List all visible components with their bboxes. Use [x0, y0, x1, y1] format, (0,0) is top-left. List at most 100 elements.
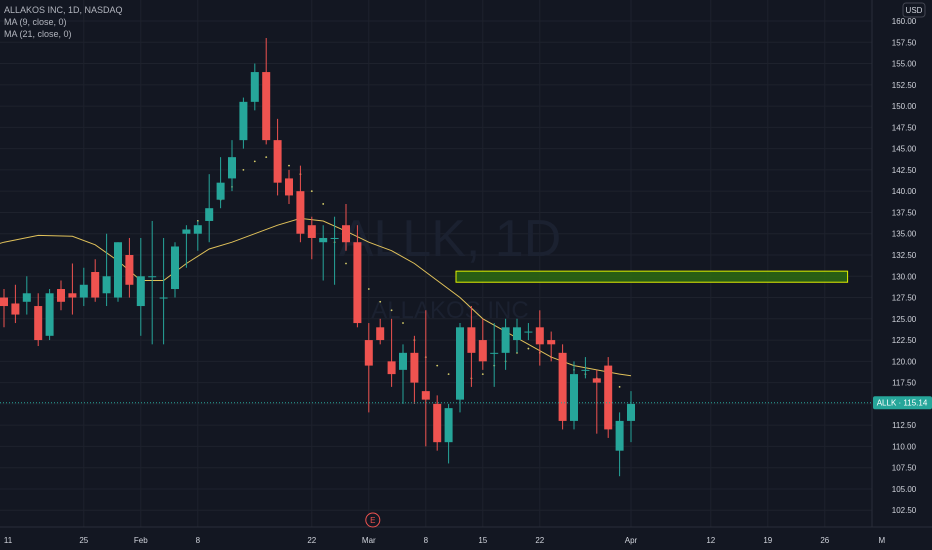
candle-body [171, 246, 179, 290]
time-tick-label: 8 [424, 536, 429, 545]
candle-body [114, 242, 122, 298]
time-tick-label: 12 [706, 536, 715, 545]
resistance-zone [455, 270, 849, 283]
price-tick-label: 127.50 [892, 294, 917, 303]
candle-body [410, 352, 419, 383]
candle-down [558, 344, 567, 430]
candle-down [467, 306, 476, 387]
candle-up [159, 237, 168, 345]
candle-down [592, 369, 601, 434]
candle-down [547, 331, 556, 362]
earnings-label: E [370, 516, 375, 525]
candle-body [513, 327, 521, 341]
candle-up [250, 63, 259, 111]
currency-button[interactable]: USD [902, 2, 926, 18]
time-axis[interactable]: 11 25 Feb 8 22 Mar 8 15 22 Apr 12 19 26 M [0, 526, 932, 545]
price-axis-labels: 102.50105.00107.50110.00112.50115.00117.… [892, 17, 917, 515]
candle-body [501, 327, 510, 353]
candle-body [581, 369, 590, 371]
grid [0, 0, 872, 527]
candle-body [182, 229, 191, 234]
candle-down [421, 310, 430, 447]
candle-body [22, 293, 31, 302]
candle-up [330, 216, 339, 285]
candle-body [148, 276, 157, 278]
candle-up [216, 157, 225, 209]
candle-down [364, 323, 373, 413]
candle-down [376, 318, 385, 345]
candle-body [547, 340, 556, 345]
resistance-zone-layer [455, 270, 849, 283]
candle-body [467, 327, 476, 353]
time-tick-label: 22 [535, 536, 544, 545]
earnings-marker[interactable]: E [365, 512, 381, 528]
time-tick-label: 26 [820, 536, 829, 545]
last-price-tag: ALLK · 115.14 [873, 396, 932, 410]
candle-up [114, 242, 122, 302]
time-tick-label: 19 [763, 536, 772, 545]
ma9-point [379, 300, 382, 303]
candles [0, 38, 635, 477]
symbol-title: ALLAKOS INC, 1D, NASDAQ [4, 5, 123, 15]
candle-body [296, 191, 305, 234]
candle-body [262, 72, 271, 141]
price-tick-label: 145.00 [892, 145, 917, 154]
candle-down [478, 318, 487, 370]
candle-body [0, 297, 8, 307]
candle-up [22, 276, 31, 315]
candle-body [319, 237, 328, 243]
candle-down [433, 395, 442, 451]
time-tick-label: 25 [79, 536, 88, 545]
candle-up [444, 403, 453, 464]
candle-down [285, 169, 293, 204]
candle-body [592, 378, 601, 383]
price-tick-label: 150.00 [892, 102, 917, 111]
candle-body [444, 408, 453, 443]
price-tick-label: 147.50 [892, 123, 917, 132]
price-tick-label: 122.50 [892, 336, 917, 345]
candle-up [581, 357, 590, 379]
ma9-point [242, 169, 245, 171]
time-tick-label: M [878, 536, 885, 545]
candle-body [250, 72, 259, 102]
candle-up [627, 391, 635, 443]
time-tick-label: Apr [625, 536, 638, 545]
watermark-name: ALLAKOS INC [371, 297, 528, 324]
ma9-point [322, 203, 325, 205]
price-tick-label: 160.00 [892, 17, 917, 26]
candle-body [364, 340, 373, 366]
candle-down [91, 259, 100, 302]
candle-up [490, 323, 499, 387]
price-tick-label: 140.00 [892, 187, 917, 196]
chart-legend[interactable]: ALLAKOS INC, 1D, NASDAQ MA (9, close, 0)… [4, 5, 123, 39]
candle-down [387, 318, 396, 387]
candle-down [262, 38, 271, 145]
candle-body [330, 237, 339, 239]
ma9-point [345, 262, 347, 265]
candle-body [159, 297, 168, 299]
candle-down [57, 280, 65, 311]
candle-body [205, 208, 214, 221]
ma9-point [367, 288, 370, 290]
time-tick-label: Mar [362, 536, 376, 545]
time-tick-label: 22 [307, 536, 316, 545]
price-tick-label: 110.00 [892, 442, 916, 451]
candle-down [11, 284, 20, 324]
candle-up [513, 318, 521, 353]
ma9-point [481, 373, 484, 376]
ma9-point [310, 190, 313, 193]
candle-up [228, 140, 236, 192]
candle-body [456, 327, 464, 400]
ma9-point [402, 322, 404, 324]
candle-body [524, 331, 533, 333]
candle-down [34, 293, 43, 347]
ma9-point [436, 364, 439, 367]
candle-body [490, 352, 499, 354]
price-tick-label: 130.00 [892, 272, 917, 281]
candle-body [535, 327, 544, 345]
candle-body [353, 242, 362, 324]
candle-body [11, 303, 20, 315]
price-axis[interactable]: 102.50105.00107.50110.00112.50115.00117.… [871, 0, 917, 527]
